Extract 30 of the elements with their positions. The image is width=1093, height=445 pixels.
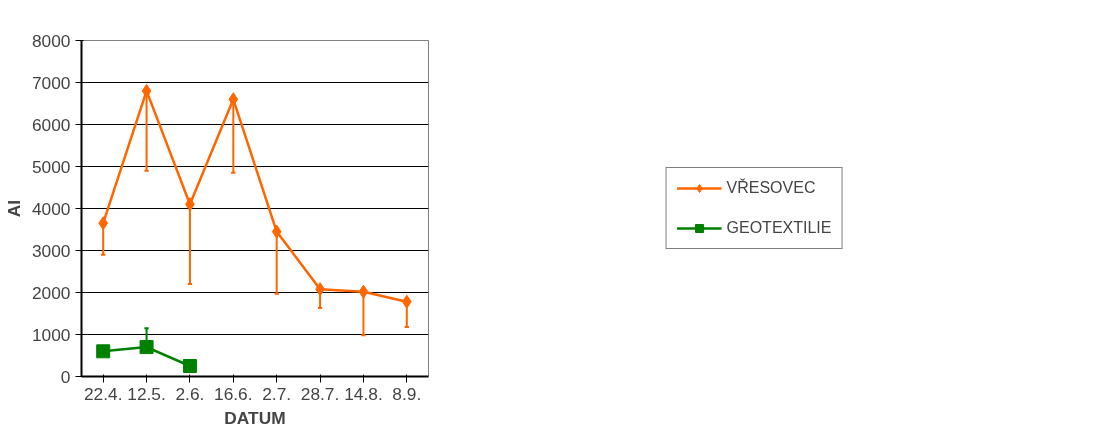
- point: [96, 344, 111, 359]
- y-tick-label: 0: [60, 366, 71, 387]
- y-tick-label: 3000: [31, 240, 71, 261]
- legend-label: GEOTEXTILIE: [726, 219, 832, 237]
- point: [182, 359, 197, 373]
- y-tick-label: 1000: [31, 324, 71, 345]
- point: [139, 340, 154, 355]
- point: [358, 284, 369, 299]
- x-tick-label: 2.7.: [262, 383, 292, 404]
- y-tick-label: 2000: [31, 282, 71, 303]
- x-tick-label: 14.8.: [344, 383, 383, 404]
- y-tick-label: 5000: [31, 156, 71, 177]
- y-tick-label: 8000: [31, 30, 71, 51]
- x-tick-label: 2.6.: [175, 383, 205, 404]
- x-axis-title: DATUM: [224, 407, 286, 428]
- legend-label: VŘESOVEC: [726, 179, 816, 197]
- y-axis-title: AI: [3, 199, 24, 218]
- y-tick-label: 4000: [31, 198, 71, 219]
- point: [141, 83, 152, 98]
- point: [401, 294, 412, 309]
- point: [271, 224, 282, 239]
- x-tick-label: 16.6.: [214, 383, 253, 404]
- x-tick-label: 12.5.: [127, 383, 166, 404]
- x-tick-label: 28.7.: [300, 383, 340, 404]
- y-tick-label: 7000: [31, 72, 71, 93]
- x-tick-label: 22.4.: [83, 383, 123, 404]
- x-tick-label: 8.9.: [392, 383, 422, 404]
- point: [98, 216, 109, 231]
- point: [228, 92, 239, 107]
- y-tick-label: 6000: [31, 114, 71, 135]
